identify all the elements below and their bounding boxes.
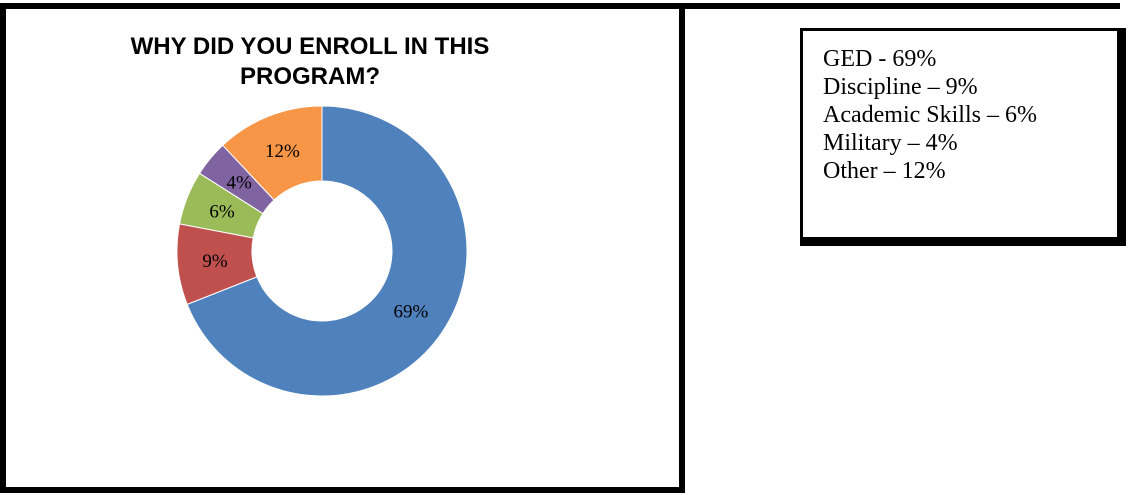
donut-chart: 69% 9% 6% 4% 12% [176, 105, 468, 397]
data-label-discipline: 9% [202, 251, 228, 272]
slice-ged [186, 105, 468, 397]
donut-labels: 69% 9% 6% 4% 12% [202, 141, 428, 322]
top-divider-line [679, 3, 1120, 9]
chart-title: WHY DID YOU ENROLL IN THIS PROGRAM? [130, 33, 490, 90]
data-label-other: 12% [265, 141, 300, 162]
legend-item-ged: GED - 69% [823, 46, 937, 72]
legend-item-academic-skills: Academic Skills – 6% [823, 102, 1037, 128]
slice-other [222, 105, 323, 201]
data-label-ged: 69% [393, 301, 428, 322]
legend-item-military: Military – 4% [823, 130, 958, 156]
legend-item-other: Other – 12% [823, 158, 946, 184]
chart-frame [0, 3, 685, 493]
data-label-academic-skills: 6% [209, 201, 235, 222]
legend-item-discipline: Discipline – 9% [823, 74, 978, 100]
legend-box: GED - 69% Discipline – 9% Academic Skill… [800, 28, 1126, 246]
data-label-military: 4% [227, 173, 253, 194]
donut-slices [176, 105, 468, 397]
